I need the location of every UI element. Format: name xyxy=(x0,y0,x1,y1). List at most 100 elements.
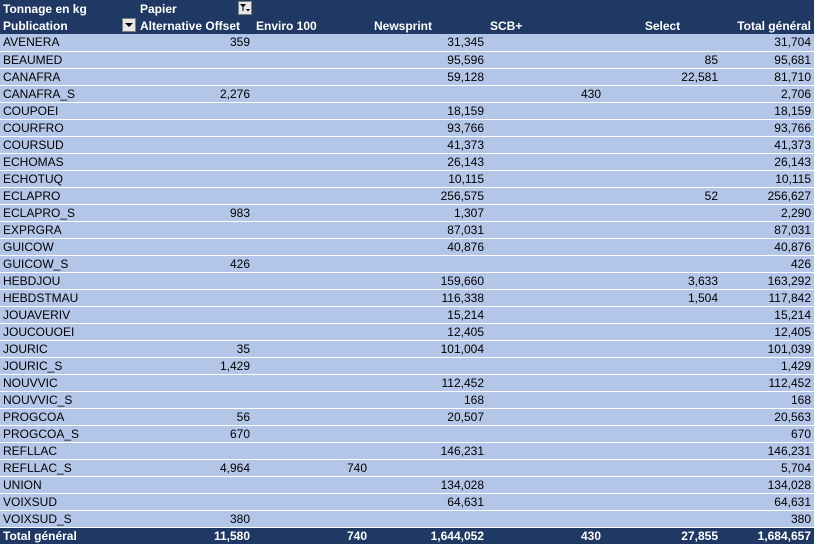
value-cell[interactable] xyxy=(487,306,604,324)
value-cell[interactable] xyxy=(137,221,253,239)
row-label[interactable]: COUPOEI xyxy=(0,102,137,120)
value-cell[interactable] xyxy=(253,187,370,205)
value-cell[interactable]: 380 xyxy=(721,510,814,528)
value-cell[interactable]: 163,292 xyxy=(721,272,814,290)
value-cell[interactable] xyxy=(137,170,253,188)
row-label[interactable]: JOUCOUOEI xyxy=(0,323,137,341)
value-cell[interactable] xyxy=(604,34,721,52)
value-cell[interactable]: 93,766 xyxy=(370,119,487,137)
value-cell[interactable] xyxy=(253,255,370,273)
value-cell[interactable]: 380 xyxy=(137,510,253,528)
value-cell[interactable]: 31,704 xyxy=(721,34,814,52)
value-cell[interactable]: 670 xyxy=(137,425,253,443)
value-cell[interactable] xyxy=(253,510,370,528)
row-label[interactable]: JOUAVERIV xyxy=(0,306,137,324)
row-label[interactable]: GUICOW_S xyxy=(0,255,137,273)
value-cell[interactable] xyxy=(253,119,370,137)
value-cell[interactable]: 20,507 xyxy=(370,408,487,426)
value-cell[interactable] xyxy=(604,102,721,120)
value-cell[interactable]: 740 xyxy=(253,459,370,477)
value-cell[interactable] xyxy=(604,493,721,511)
total-cell[interactable]: 11,580 xyxy=(137,526,253,544)
value-cell[interactable]: 10,115 xyxy=(721,170,814,188)
row-label[interactable]: CANAFRA xyxy=(0,68,137,86)
row-label[interactable]: ECLAPRO xyxy=(0,187,137,205)
value-cell[interactable] xyxy=(604,374,721,392)
row-label[interactable]: ECHOMAS xyxy=(0,153,137,171)
value-cell[interactable]: 64,631 xyxy=(370,493,487,511)
row-label[interactable]: AVENERA xyxy=(0,34,137,52)
row-label[interactable]: ECHOTUQ xyxy=(0,170,137,188)
value-cell[interactable] xyxy=(487,289,604,307)
value-cell[interactable] xyxy=(487,68,604,86)
value-cell[interactable] xyxy=(487,221,604,239)
value-cell[interactable]: 35 xyxy=(137,340,253,358)
value-cell[interactable] xyxy=(370,425,487,443)
value-cell[interactable] xyxy=(604,306,721,324)
row-label[interactable]: CANAFRA_S xyxy=(0,85,137,103)
total-label[interactable]: Total général xyxy=(0,526,137,544)
value-cell[interactable] xyxy=(137,476,253,494)
value-cell[interactable]: 5,704 xyxy=(721,459,814,477)
value-cell[interactable] xyxy=(487,391,604,409)
value-cell[interactable]: 168 xyxy=(370,391,487,409)
value-cell[interactable] xyxy=(370,255,487,273)
value-cell[interactable]: 116,338 xyxy=(370,289,487,307)
column-header[interactable]: Select xyxy=(604,17,721,34)
row-label[interactable]: NOUVVIC_S xyxy=(0,391,137,409)
value-cell[interactable] xyxy=(487,476,604,494)
value-cell[interactable]: 430 xyxy=(487,85,604,103)
value-cell[interactable]: 26,143 xyxy=(721,153,814,171)
value-cell[interactable]: 1,307 xyxy=(370,204,487,222)
value-cell[interactable]: 31,345 xyxy=(370,34,487,52)
value-cell[interactable]: 101,039 xyxy=(721,340,814,358)
value-cell[interactable] xyxy=(487,442,604,460)
value-cell[interactable] xyxy=(253,357,370,375)
value-cell[interactable] xyxy=(487,102,604,120)
row-label[interactable]: UNION xyxy=(0,476,137,494)
value-cell[interactable] xyxy=(604,442,721,460)
value-cell[interactable]: 20,563 xyxy=(721,408,814,426)
row-label[interactable]: EXPRGRA xyxy=(0,221,137,239)
value-cell[interactable]: 112,452 xyxy=(370,374,487,392)
value-cell[interactable] xyxy=(487,510,604,528)
value-cell[interactable] xyxy=(487,255,604,273)
value-cell[interactable] xyxy=(253,442,370,460)
column-header[interactable]: Alternative Offset xyxy=(137,17,253,34)
value-cell[interactable] xyxy=(487,408,604,426)
value-cell[interactable] xyxy=(137,306,253,324)
value-cell[interactable] xyxy=(487,170,604,188)
row-label[interactable]: VOIXSUD_S xyxy=(0,510,137,528)
value-cell[interactable] xyxy=(604,459,721,477)
value-cell[interactable] xyxy=(253,51,370,69)
value-cell[interactable] xyxy=(487,34,604,52)
value-cell[interactable] xyxy=(604,425,721,443)
value-cell[interactable] xyxy=(487,136,604,154)
value-cell[interactable]: 146,231 xyxy=(370,442,487,460)
value-cell[interactable] xyxy=(253,323,370,341)
value-cell[interactable]: 134,028 xyxy=(721,476,814,494)
filter-dropdown-icon[interactable] xyxy=(238,1,252,15)
value-cell[interactable] xyxy=(137,493,253,511)
value-cell[interactable] xyxy=(253,153,370,171)
value-cell[interactable]: 95,596 xyxy=(370,51,487,69)
value-cell[interactable] xyxy=(604,357,721,375)
value-cell[interactable] xyxy=(253,493,370,511)
value-cell[interactable]: 93,766 xyxy=(721,119,814,137)
value-cell[interactable] xyxy=(487,153,604,171)
value-cell[interactable] xyxy=(253,102,370,120)
value-cell[interactable] xyxy=(487,204,604,222)
value-cell[interactable] xyxy=(487,119,604,137)
value-cell[interactable] xyxy=(137,102,253,120)
row-label[interactable]: JOURIC xyxy=(0,340,137,358)
total-cell[interactable]: 740 xyxy=(253,526,370,544)
value-cell[interactable] xyxy=(253,374,370,392)
value-cell[interactable] xyxy=(604,221,721,239)
column-header[interactable]: Newsprint xyxy=(370,17,487,34)
value-cell[interactable] xyxy=(487,425,604,443)
row-label[interactable]: VOIXSUD xyxy=(0,493,137,511)
value-cell[interactable]: 52 xyxy=(604,187,721,205)
value-cell[interactable] xyxy=(604,153,721,171)
value-cell[interactable]: 2,276 xyxy=(137,85,253,103)
value-cell[interactable]: 10,115 xyxy=(370,170,487,188)
